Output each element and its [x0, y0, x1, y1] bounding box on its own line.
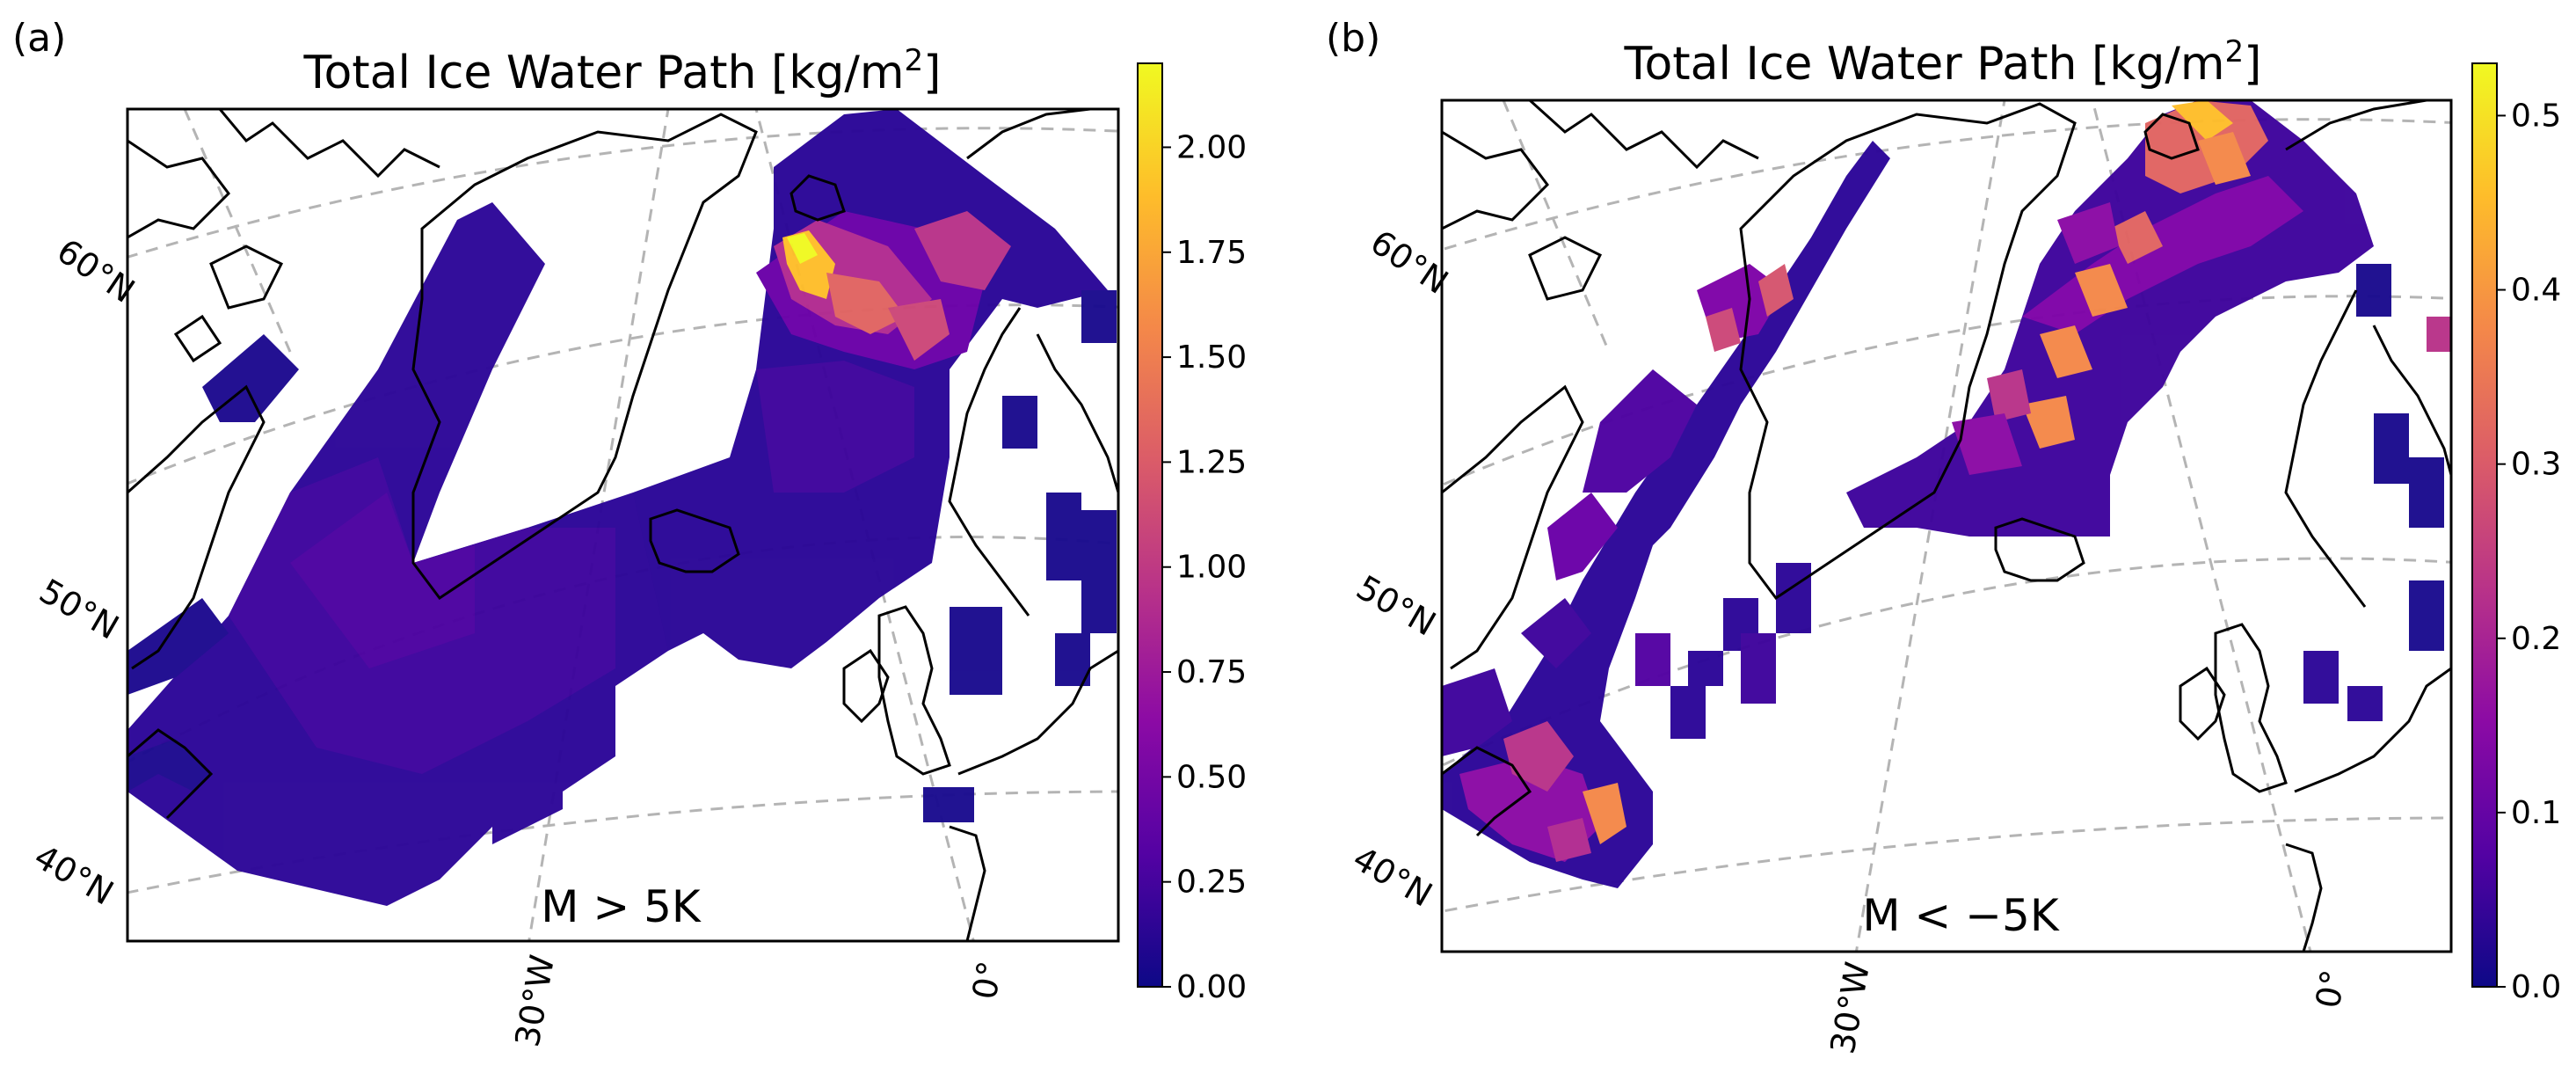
- map-title: Total Ice Water Path [kg/m2]: [303, 43, 942, 99]
- colorbar-tick-label: 0.00: [1176, 969, 1247, 1005]
- lon-label-30w: 30°W: [508, 953, 563, 1050]
- graticule: [1442, 100, 2451, 952]
- colorbar-tick-label: 0.25: [1176, 865, 1247, 901]
- ice-water-path-field: [1442, 100, 2451, 888]
- lat-label-50n: 50°N: [33, 572, 126, 647]
- colorbar-tick-label: 1.75: [1176, 235, 1247, 271]
- map-frame: [1440, 99, 2453, 953]
- ice-water-path-field: [127, 109, 1117, 906]
- panel-b: (b) Total Ice Water Path [kg/m2]: [1326, 16, 2561, 1057]
- colorbar-ticks: 0.0 0.1 0.2 0.3 0.4 0.5: [2497, 98, 2561, 1005]
- coastlines: [1442, 100, 2451, 952]
- colorbar: 0.00 0.25 0.50 0.75 1.00 1.25 1.50 1.75 2.00: [1137, 62, 1247, 1005]
- colorbar-tick-label: 0.75: [1176, 654, 1247, 690]
- colorbar-tick-label: 0.3: [2511, 447, 2561, 483]
- lon-label-0: 0°: [2309, 967, 2354, 1011]
- condition-label: M < −5K: [1862, 890, 2060, 941]
- colorbar-tick-label: 1.00: [1176, 550, 1247, 586]
- colorbar-tick-label: 0.0: [2511, 969, 2561, 1005]
- condition-label: M > 5K: [541, 881, 702, 932]
- colorbar-gradient: [1137, 62, 1163, 988]
- lat-label-50n: 50°N: [1350, 568, 1443, 644]
- lon-label-30w: 30°W: [1823, 960, 1878, 1057]
- map-title: Total Ice Water Path [kg/m2]: [1624, 34, 2262, 91]
- colorbar-tick-label: 1.25: [1176, 444, 1247, 480]
- colorbar-tick-label: 2.00: [1176, 129, 1247, 165]
- map-frame: [126, 107, 1120, 943]
- colorbar-ticks: 0.00 0.25 0.50 0.75 1.00 1.25 1.50 1.75 2.00: [1162, 129, 1247, 1005]
- colorbar-tick-label: 0.50: [1176, 759, 1247, 795]
- panel-label: (b): [1326, 16, 1380, 61]
- colorbar-tick-label: 0.2: [2511, 621, 2561, 657]
- colorbar-gradient: [2471, 62, 2498, 988]
- colorbar-tick-label: 0.4: [2511, 273, 2561, 309]
- colorbar-tick-label: 0.1: [2511, 795, 2561, 831]
- lon-label-0: 0°: [965, 958, 1010, 1002]
- map-area: [127, 109, 1118, 941]
- panel-label: (a): [12, 16, 66, 61]
- lat-label-40n: 40°N: [28, 837, 120, 913]
- colorbar-tick-label: 0.5: [2511, 98, 2561, 134]
- map-area: [1442, 100, 2451, 952]
- lat-label-40n: 40°N: [1347, 839, 1439, 915]
- colorbar: 0.0 0.1 0.2 0.3 0.4 0.5: [2471, 62, 2561, 1005]
- colorbar-tick-label: 1.50: [1176, 339, 1247, 376]
- coastlines: [127, 109, 1118, 941]
- panel-a: (a) Total Ice Water Path [kg/m2]: [12, 16, 1247, 1050]
